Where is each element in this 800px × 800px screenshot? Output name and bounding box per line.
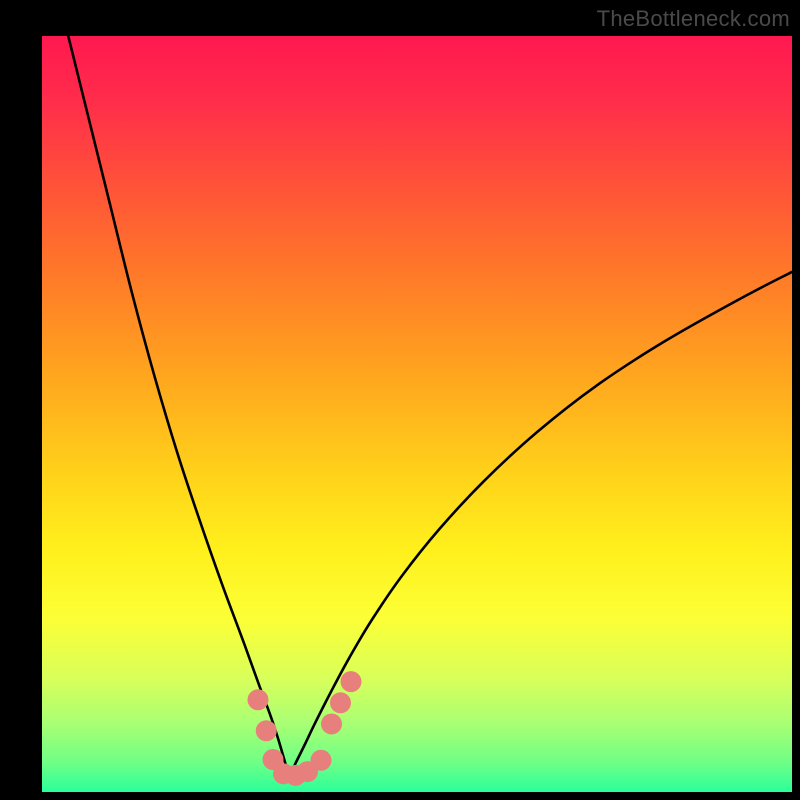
- data-marker: [256, 720, 277, 741]
- data-marker: [330, 692, 351, 713]
- data-marker: [341, 671, 362, 692]
- plot-svg: [42, 36, 792, 792]
- watermark-text: TheBottleneck.com: [597, 6, 790, 32]
- bottleneck-curve: [68, 36, 792, 775]
- data-marker: [248, 689, 269, 710]
- data-marker: [311, 750, 332, 771]
- data-marker: [321, 713, 342, 734]
- plot-area: [42, 36, 792, 792]
